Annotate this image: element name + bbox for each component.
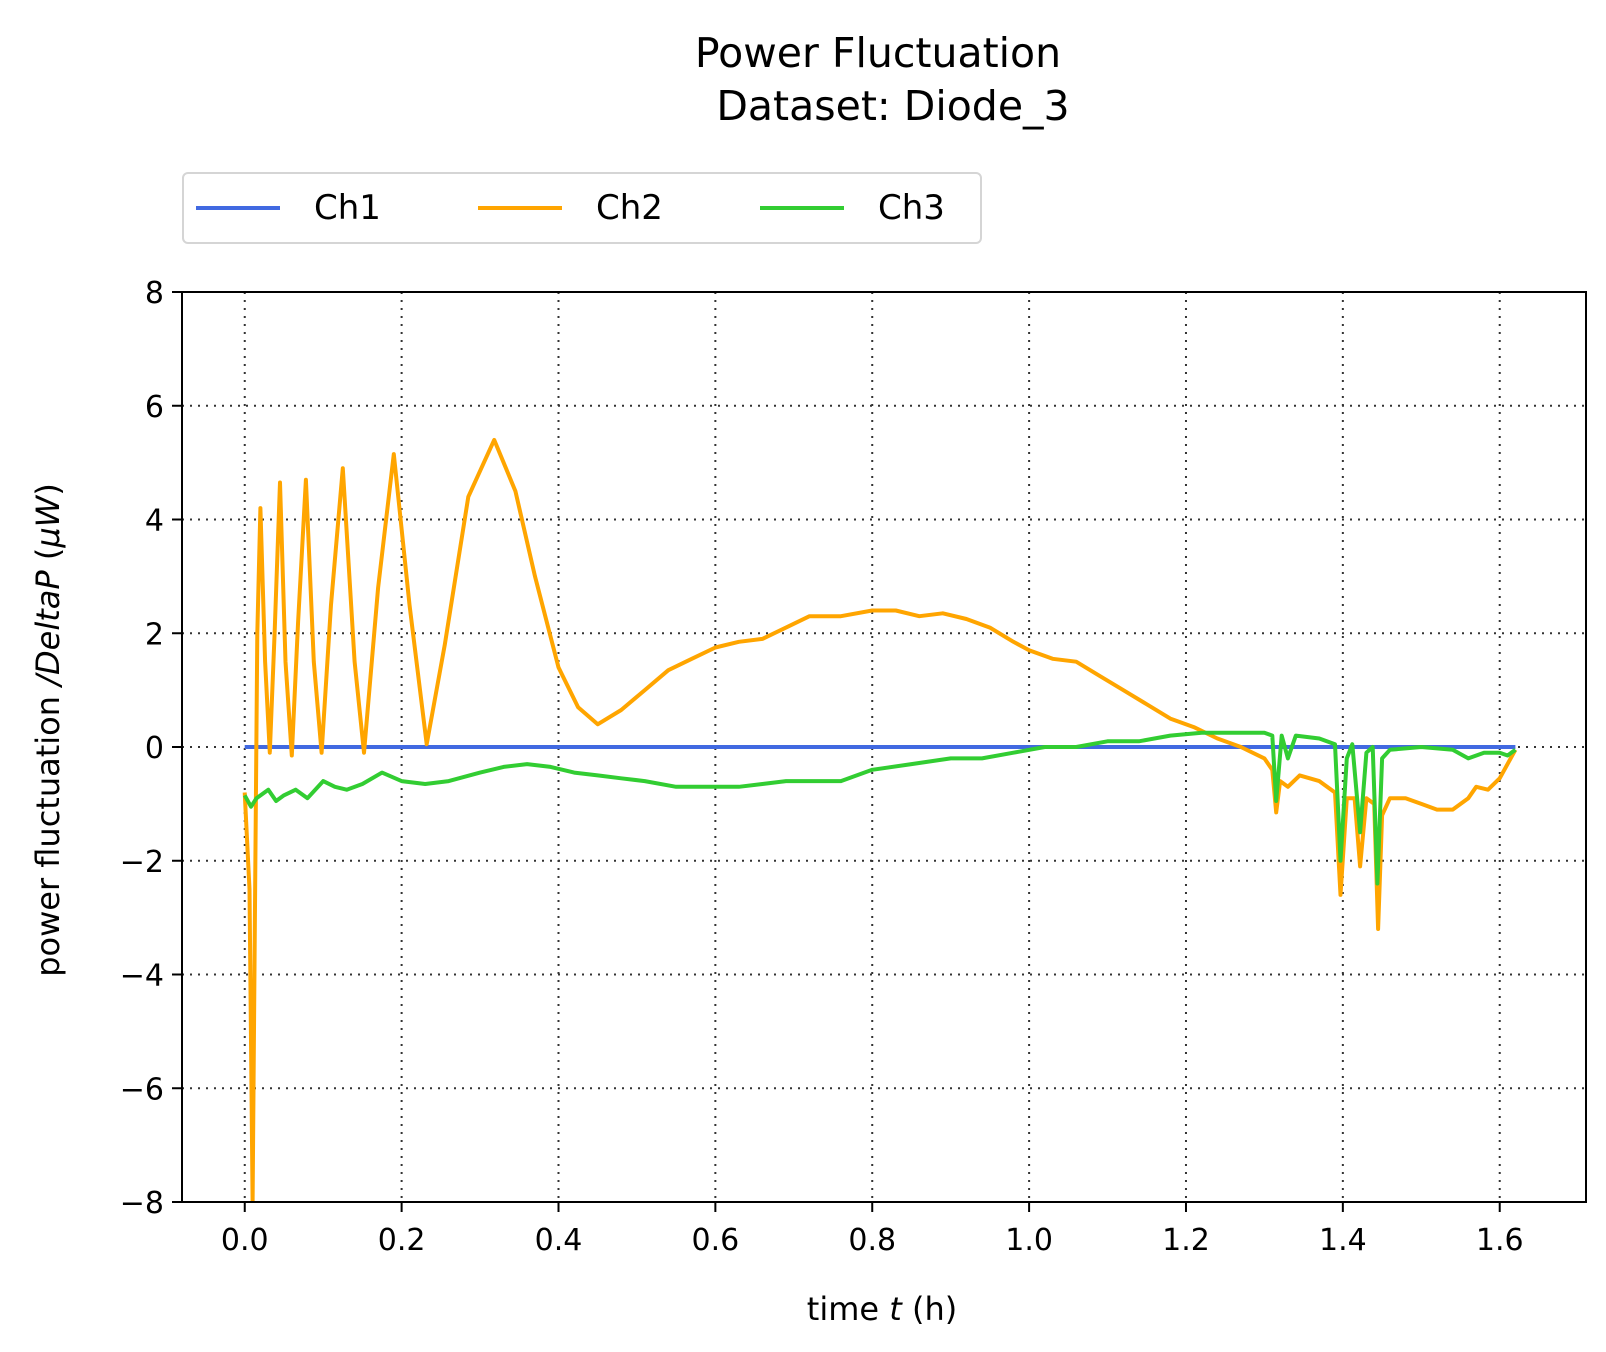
x-tick-label: 1.6 <box>1476 1223 1524 1258</box>
y-axis-label: power fluctuation /DeltaP (μW) <box>29 483 67 977</box>
x-tick-label: 1.4 <box>1319 1223 1367 1258</box>
series-line-ch2 <box>242 437 1518 1202</box>
y-axis-label-paren-close: ) <box>29 483 67 496</box>
y-tick-label: 8 <box>145 276 164 311</box>
x-axis-label: time t (h) <box>807 1290 957 1328</box>
y-tick-label: −8 <box>120 1186 164 1221</box>
legend-swatch-ch2 <box>478 206 562 210</box>
legend-label-ch1: Ch1 <box>314 188 381 228</box>
y-axis-label-paren-open: ( <box>29 547 67 571</box>
legend-swatch-ch3 <box>760 206 844 210</box>
ticks: 0.0 0.2 0.4 0.6 0.8 1.0 1.2 1.4 1.6 −8 −6 −4 −2 0 2 4 6 8 <box>120 276 1524 1258</box>
y-axis-label-unit: μW <box>29 495 67 548</box>
x-tick-label: 0.2 <box>378 1223 426 1258</box>
x-axis-label-prefix: time <box>806 1290 890 1328</box>
y-tick-label: −2 <box>120 845 164 880</box>
x-tick-label: 0.4 <box>535 1223 583 1258</box>
legend-item-ch3: Ch3 <box>760 174 945 242</box>
legend-label-ch3: Ch3 <box>878 188 945 228</box>
x-tick-label: 1.0 <box>1005 1223 1053 1258</box>
legend-swatch-ch1 <box>196 206 280 210</box>
chart-title-line-2: Dataset: Diode_3 <box>716 82 1070 130</box>
y-axis-label-var: /DeltaP <box>29 570 67 686</box>
x-tick-label: 0.8 <box>848 1223 896 1258</box>
y-axis-label-prefix: power fluctuation <box>29 685 67 977</box>
x-axis-label-suffix: (h) <box>901 1290 958 1328</box>
legend-item-ch1: Ch1 <box>196 174 381 242</box>
y-tick-label: −6 <box>120 1072 164 1107</box>
legend-item-ch2: Ch2 <box>478 174 663 242</box>
x-tick-label: 0.0 <box>221 1223 269 1258</box>
legend: Ch1 Ch2 Ch3 <box>182 172 982 244</box>
x-axis-label-var: t <box>889 1290 902 1328</box>
y-tick-label: 0 <box>145 731 164 766</box>
legend-label-ch2: Ch2 <box>596 188 663 228</box>
x-tick-label: 1.2 <box>1162 1223 1210 1258</box>
y-tick-label: 2 <box>145 617 164 652</box>
series-line-ch3 <box>242 730 1517 886</box>
series-layer <box>242 437 1518 1202</box>
y-tick-label: −4 <box>120 959 164 994</box>
y-tick-label: 4 <box>145 504 164 539</box>
x-tick-label: 0.6 <box>692 1223 740 1258</box>
chart-title-line-1: Power Fluctuation <box>694 29 1062 77</box>
y-tick-label: 6 <box>145 390 164 425</box>
